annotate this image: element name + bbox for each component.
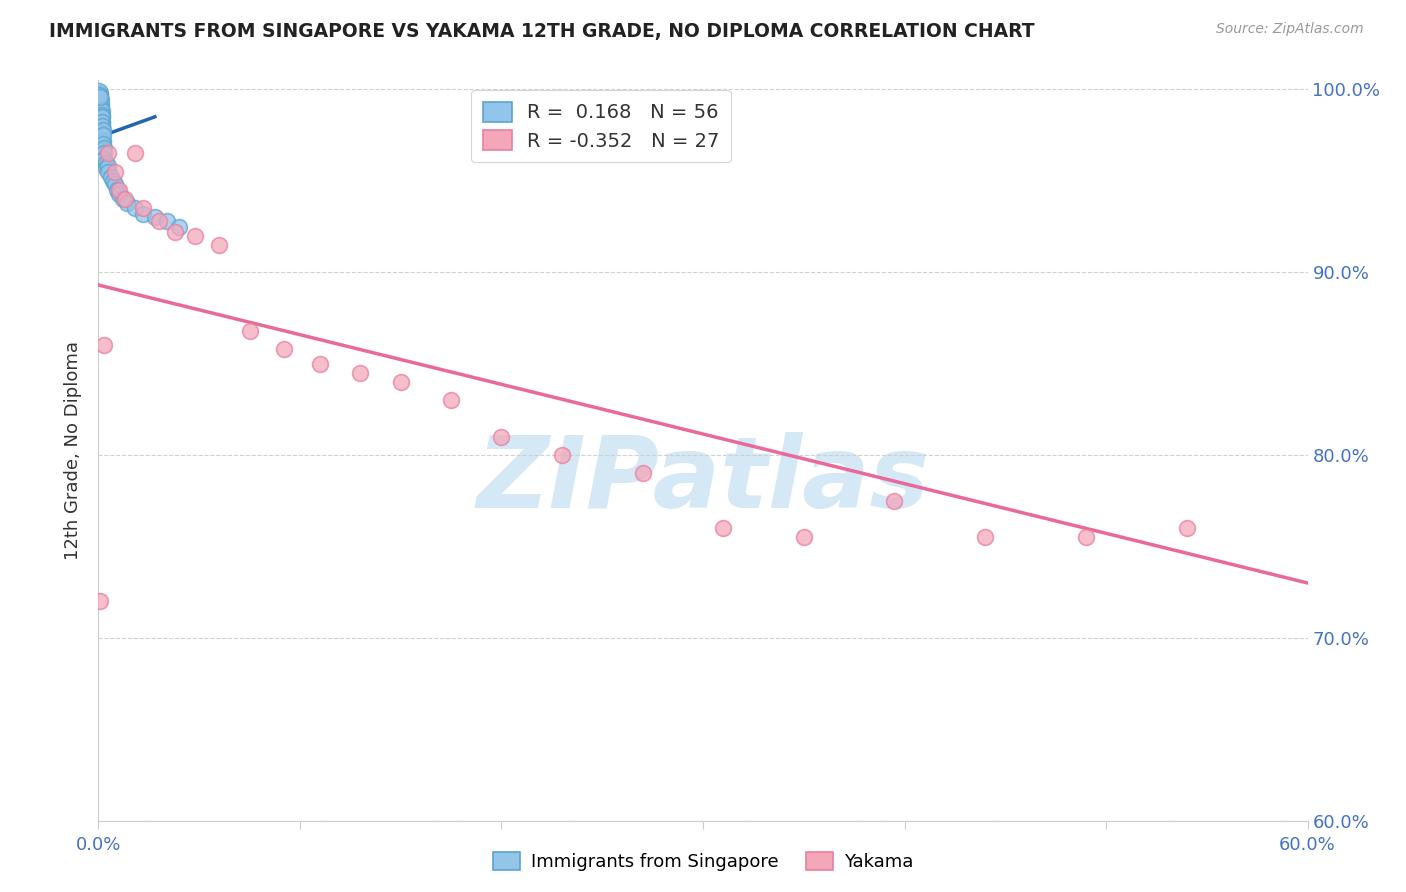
Point [93, 143, 115, 157]
Point [89, 104, 111, 119]
Point [115, 195, 138, 210]
Point [101, 174, 124, 188]
Legend: R =  0.168   N = 56, R = -0.352   N = 27: R = 0.168 N = 56, R = -0.352 N = 27 [471, 90, 731, 162]
Point [90, 108, 112, 122]
Point [793, 530, 815, 544]
Point [90, 104, 112, 119]
Point [389, 375, 412, 389]
Point [100, 170, 122, 185]
Point [132, 207, 155, 221]
Point [97, 146, 120, 161]
Text: Source: ZipAtlas.com: Source: ZipAtlas.com [1216, 22, 1364, 37]
Point [124, 146, 146, 161]
Point [91, 119, 114, 133]
Point [91, 132, 114, 146]
Point [156, 214, 179, 228]
Point [143, 211, 166, 225]
Point [273, 342, 295, 356]
Point [89, 89, 111, 103]
Point [349, 366, 371, 380]
Text: IMMIGRANTS FROM SINGAPORE VS YAKAMA 12TH GRADE, NO DIPLOMA CORRELATION CHART: IMMIGRANTS FROM SINGAPORE VS YAKAMA 12TH… [49, 22, 1035, 41]
Point [89, 87, 111, 102]
Point [124, 201, 146, 215]
Point [89, 87, 111, 102]
Point [631, 467, 654, 481]
Point [208, 237, 231, 252]
Point [309, 357, 332, 371]
Point [107, 186, 129, 201]
Point [89, 594, 111, 608]
Point [132, 201, 155, 215]
Point [90, 119, 112, 133]
Point [167, 219, 190, 234]
Point [163, 225, 186, 239]
Point [111, 192, 134, 206]
Point [90, 115, 112, 129]
Point [90, 113, 112, 128]
Point [883, 493, 905, 508]
Point [93, 141, 115, 155]
Point [1074, 530, 1097, 544]
Point [93, 152, 115, 166]
Point [87, 84, 110, 98]
Point [91, 122, 114, 136]
Point [90, 110, 112, 124]
Y-axis label: 12th Grade, No Diploma: 12th Grade, No Diploma [65, 341, 83, 560]
Point [91, 122, 114, 136]
Point [90, 97, 112, 112]
Point [551, 448, 574, 462]
Point [89, 95, 111, 110]
Text: ZIPatlas: ZIPatlas [477, 432, 929, 529]
Point [711, 521, 734, 535]
Point [974, 530, 997, 544]
Point [103, 164, 125, 178]
Point [97, 159, 120, 173]
Point [97, 164, 120, 178]
Point [89, 99, 111, 113]
Point [96, 155, 118, 169]
Point [90, 104, 112, 119]
Point [184, 228, 207, 243]
Point [440, 393, 463, 408]
Point [90, 108, 112, 122]
Point [491, 430, 513, 444]
Point [107, 183, 129, 197]
Point [89, 101, 111, 115]
Point [91, 134, 114, 148]
Point [89, 110, 111, 124]
Point [91, 128, 114, 142]
Point [103, 178, 125, 192]
Point [89, 112, 111, 126]
Point [89, 86, 111, 100]
Point [93, 338, 115, 352]
Point [91, 110, 114, 124]
Point [1175, 521, 1198, 535]
Point [89, 103, 111, 117]
Point [93, 137, 115, 152]
Point [89, 89, 111, 103]
Point [89, 97, 111, 112]
Point [90, 94, 112, 108]
Point [239, 324, 262, 338]
Point [93, 146, 115, 161]
Point [91, 126, 114, 140]
Point [90, 101, 112, 115]
Legend: Immigrants from Singapore, Yakama: Immigrants from Singapore, Yakama [486, 845, 920, 879]
Point [89, 91, 111, 105]
Point [91, 115, 114, 129]
Point [114, 192, 136, 206]
Point [148, 214, 170, 228]
Point [96, 161, 118, 175]
Point [105, 183, 128, 197]
